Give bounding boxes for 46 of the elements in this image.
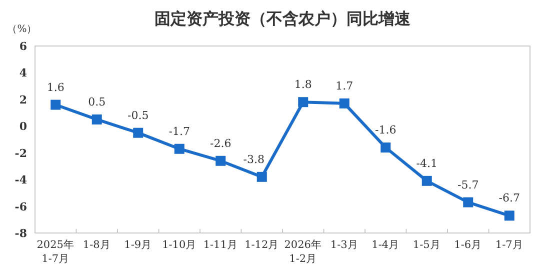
- x-tick-label: 1-11月: [203, 239, 238, 251]
- point: [216, 156, 226, 166]
- point: [133, 128, 144, 138]
- x-tick-label: 1-8月: [82, 239, 111, 251]
- y-tick-label: 2: [19, 93, 27, 106]
- point: [256, 172, 267, 182]
- x-tick-label: 1-3月: [330, 239, 358, 251]
- data-label: -0.5: [128, 108, 149, 122]
- point: [504, 210, 514, 221]
- point: [92, 114, 102, 124]
- x-tick-label: 2026年 1-2月: [284, 239, 322, 265]
- x-tick-label: 1-9月: [124, 239, 152, 251]
- point: [339, 98, 350, 108]
- x-tick-label: 1-10月: [162, 239, 197, 251]
- x-tick-label: 1-5月: [412, 239, 441, 251]
- data-label: -1.7: [168, 124, 190, 138]
- point: [380, 142, 391, 153]
- data-label: 1.8: [294, 78, 312, 92]
- y-tick-label: -4: [14, 174, 28, 187]
- data-label: -1.6: [375, 124, 396, 137]
- y-tick-label: 4: [19, 66, 28, 80]
- x-tick-label: 1-7月: [495, 239, 524, 251]
- data-label: -6.7: [498, 192, 520, 205]
- y-tick-label: 0: [19, 120, 28, 134]
- data-label: -4.1: [416, 156, 438, 170]
- y-tick-label: 6: [19, 40, 28, 53]
- data-label: 1.7: [336, 79, 354, 92]
- point: [298, 97, 308, 108]
- data-label: -5.7: [458, 178, 479, 192]
- x-tick-label: 2025年 1-7月: [36, 239, 74, 265]
- point: [50, 100, 61, 110]
- x-tick-label: 1-12月: [244, 239, 280, 251]
- y-tick-label: -6: [14, 200, 28, 214]
- data-label: -2.6: [210, 136, 232, 150]
- x-tick-label: 1-4月: [372, 239, 400, 251]
- data-label: 1.6: [46, 80, 64, 94]
- data-label: 0.5: [88, 95, 106, 108]
- point: [174, 144, 184, 154]
- data-label: -3.8: [243, 152, 264, 166]
- point: [463, 197, 474, 208]
- y-axis-title: （%）: [7, 24, 37, 35]
- chart-title: 固定资产投资（不含农户）同比增速: [154, 9, 412, 28]
- y-tick-label: -8: [14, 227, 28, 240]
- y-tick-label: -2: [14, 146, 27, 160]
- x-tick-label: 1-6月: [454, 239, 482, 251]
- point: [422, 176, 432, 186]
